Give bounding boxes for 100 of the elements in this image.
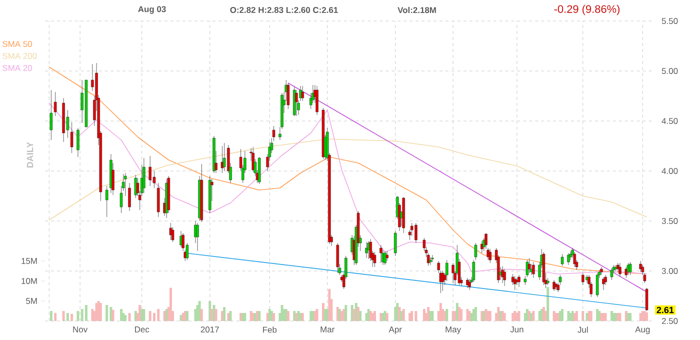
candlestick [220, 146, 224, 174]
candlestick [316, 86, 318, 116]
x-tick-label: Feb [263, 326, 277, 333]
text: SMA 20 [2, 65, 32, 71]
bar [398, 307, 401, 321]
candlestick [488, 248, 492, 264]
bar [214, 309, 218, 321]
candlestick [70, 122, 74, 154]
candlestick [171, 226, 174, 242]
x-tick-label: May [446, 326, 462, 334]
candlestick [600, 266, 603, 276]
y-tick-label: 3.50 [662, 218, 678, 224]
text: Vol:2.18M [398, 6, 436, 14]
candlestick [252, 146, 255, 172]
candlestick [573, 252, 576, 268]
bar [110, 307, 112, 321]
y-tick-label: 5.50 [662, 18, 678, 24]
candlestick [560, 254, 564, 266]
x-tick-label: 2017 [200, 326, 219, 333]
bar [410, 311, 414, 321]
text: SMA 50 [2, 41, 32, 47]
bar [344, 305, 348, 321]
candlestick [518, 274, 520, 288]
bar [157, 309, 160, 321]
candlestick [105, 186, 108, 218]
candlestick [156, 182, 160, 218]
candlestick [596, 272, 599, 298]
candlestick [258, 156, 261, 184]
bar [561, 309, 564, 321]
bar [460, 309, 463, 321]
candlestick [54, 92, 57, 116]
candlestick [528, 258, 531, 274]
candlestick [474, 242, 478, 260]
candlestick [134, 174, 138, 198]
candlestick [567, 252, 570, 266]
bar [546, 287, 550, 321]
bar [148, 311, 152, 321]
bar [200, 309, 203, 321]
y2-tick-label: 5M [26, 298, 37, 304]
x-tick-label: Jul [578, 326, 588, 333]
candlestick [128, 182, 131, 212]
candlestick [50, 90, 53, 140]
candlestick [602, 276, 605, 290]
bar [80, 309, 84, 321]
candlestick [152, 170, 156, 188]
candlestick [169, 222, 172, 240]
bar [84, 305, 88, 321]
candlestick [373, 252, 376, 268]
x-tick-label: Aug [635, 326, 650, 334]
bar [152, 313, 156, 321]
candlestick [445, 260, 448, 282]
bar [629, 313, 632, 321]
bar [359, 311, 362, 321]
candlestick [301, 86, 304, 102]
x-tick-label: Nov [73, 326, 88, 332]
text: DAILY [26, 142, 34, 168]
text: SMA 200 [2, 53, 37, 59]
candlestick [336, 242, 340, 274]
candlestick [468, 278, 471, 290]
y-tick-label: 4.00 [662, 168, 678, 174]
bar [112, 310, 114, 321]
bar [194, 309, 197, 321]
candlestick [222, 142, 226, 172]
candlestick [414, 222, 418, 244]
bar [374, 311, 376, 321]
x-tick-label: Jun [510, 326, 524, 332]
y2-tick-label: 15M [22, 258, 37, 264]
bar [62, 311, 65, 321]
candlestick [142, 158, 146, 194]
candlestick [384, 250, 386, 266]
y-tick-label: 4.50 [662, 118, 678, 124]
candlestick [124, 172, 127, 196]
candlestick [639, 260, 642, 272]
y-tick-label: 5.00 [662, 68, 678, 74]
x-tick-label: Apr [388, 326, 402, 334]
y-tick-label: 3.00 [662, 268, 678, 274]
bar [50, 311, 52, 321]
y-tick-label: 2.50 [662, 318, 678, 324]
candlestick [503, 268, 506, 286]
candlestick [582, 272, 584, 286]
candlestick [295, 90, 298, 116]
text: -0.29 (9.86%) [554, 4, 620, 16]
x-tick-label: Dec [135, 326, 150, 332]
text: Aug 03 [138, 6, 166, 14]
candlestick [76, 128, 80, 158]
y2-tick-label: 10M [22, 278, 37, 284]
x-tick-label: Mar [320, 326, 334, 332]
bar [210, 309, 214, 321]
bar [66, 313, 69, 321]
bar [316, 309, 318, 321]
bar [272, 313, 275, 321]
candlestick [286, 82, 290, 110]
candlestick [365, 242, 368, 258]
candlestick [394, 230, 397, 256]
candlestick [431, 254, 434, 262]
candlestick [386, 250, 388, 262]
bar [106, 305, 108, 321]
bar [76, 311, 80, 321]
bar [414, 311, 418, 321]
line-series [48, 66, 648, 274]
